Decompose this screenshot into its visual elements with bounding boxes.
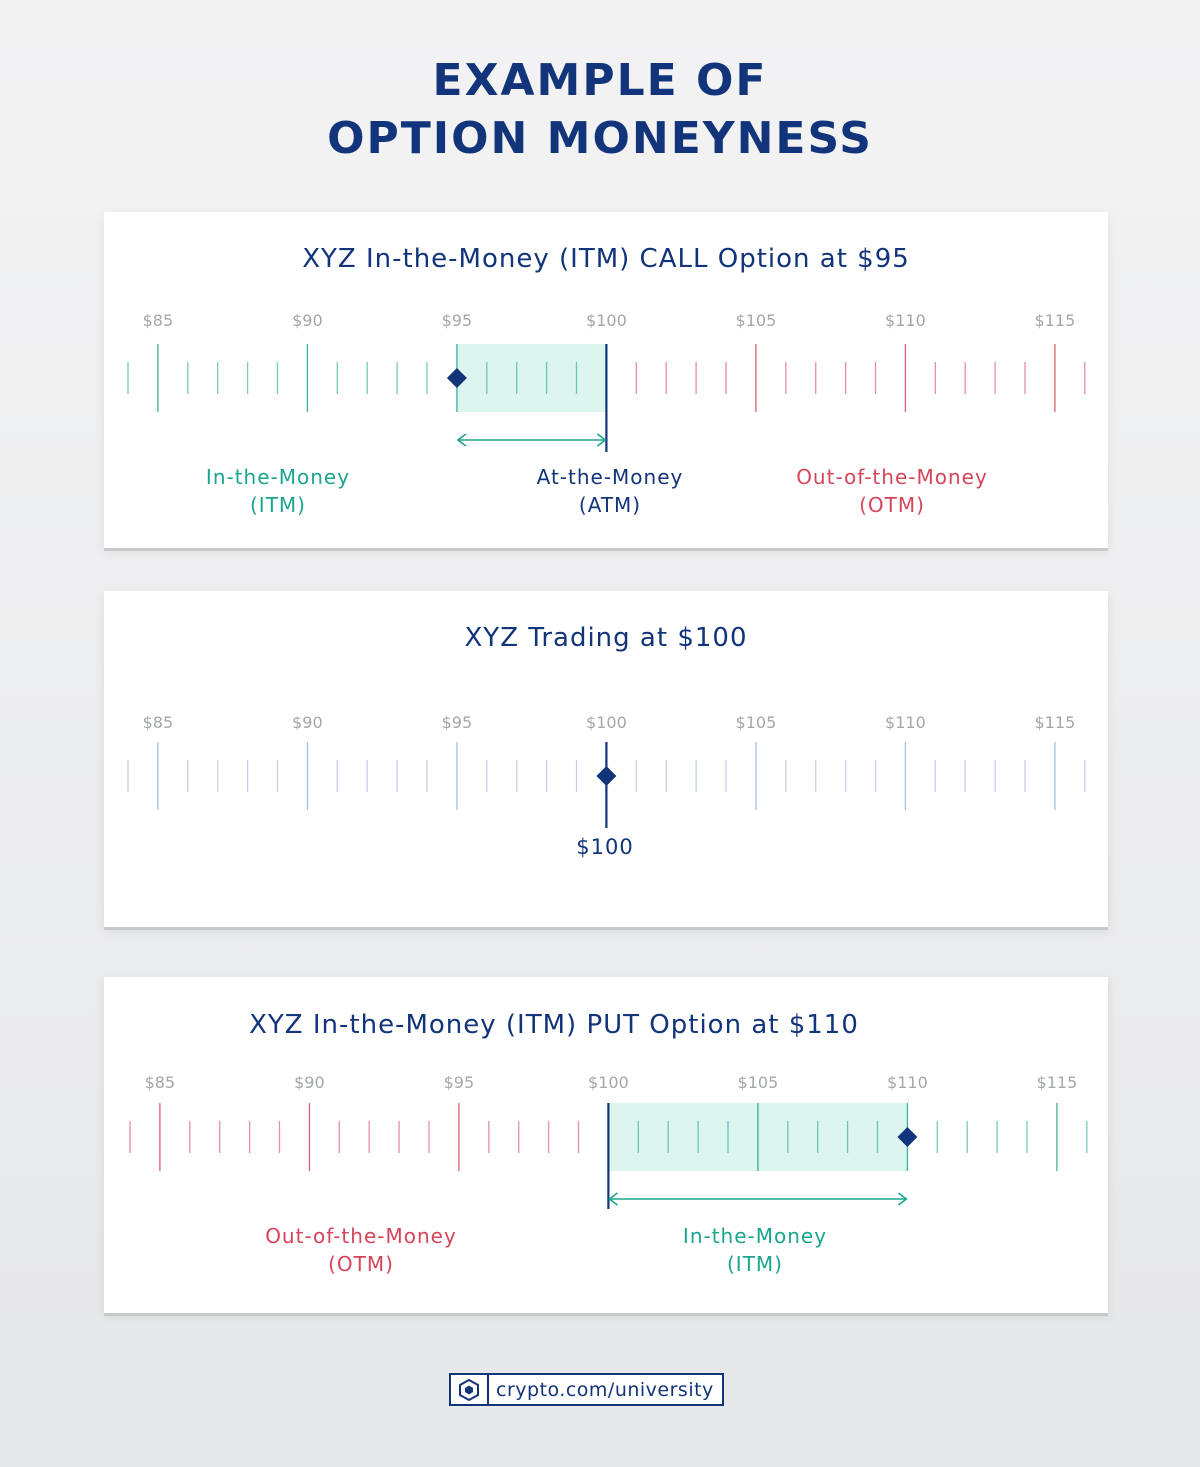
scale-tick-label: $115 (1037, 1073, 1078, 1092)
scale-tick-label: $85 (145, 1073, 176, 1092)
zone-label-otm: Out-of-the-Money (OTM) (796, 465, 988, 517)
page-title: EXAMPLE OF OPTION MONEYNESS (0, 52, 1200, 168)
zone-label-atm: At-the-Money (ATM) (536, 465, 684, 517)
trading-price-title: XYZ Trading at $100 (464, 623, 748, 653)
scale-tick-label: $95 (442, 713, 473, 732)
scale-tick-label: $85 (143, 713, 174, 732)
call-option-panel: $85 $90 $95 $100 $105 $110 $115 XYZ In-the-Mon… (104, 212, 1108, 548)
price-marker (897, 1127, 918, 1147)
scale-tick-label: $110 (885, 311, 926, 330)
range-arrow (456, 433, 607, 447)
zone-label-otm: Out-of-the-Money (OTM) (265, 1224, 457, 1276)
trading-price-marker-label: $100 (576, 835, 634, 859)
scale-tick-label: $110 (885, 713, 926, 732)
scale-tick-label: $90 (292, 311, 323, 330)
zone-label-itm: In-the-Money (ITM) (205, 465, 351, 517)
footer-url: crypto.com/university (496, 1378, 714, 1401)
scale-tick-label: $90 (294, 1073, 325, 1092)
trading-price-scale: $85 $90 $95 $100 $105 $110 $115 (127, 713, 1086, 828)
scale-tick-label: $105 (738, 1073, 779, 1092)
scale-tick-label: $100 (586, 713, 627, 732)
scale-tick-label: $100 (586, 311, 627, 330)
range-arrow (608, 1192, 908, 1206)
scale-tick-label: $95 (444, 1073, 475, 1092)
trading-price-panel: $85 $90 $95 $100 $105 $110 $115 XYZ Trading at… (104, 591, 1108, 927)
scale-tick-label: $105 (736, 311, 777, 330)
scale-tick-label: $100 (588, 1073, 629, 1092)
scale-tick-label: $110 (887, 1073, 928, 1092)
call-option-price-scale: $85 $90 $95 $100 $105 $110 $115 (127, 311, 1086, 452)
scale-tick-label: $95 (442, 311, 473, 330)
scale-tick-label: $115 (1035, 713, 1076, 732)
page-title-line-1: EXAMPLE OF (432, 55, 768, 106)
put-option-price-scale: $85 $90 $95 $100 $105 $110 $115 (129, 1073, 1088, 1209)
scale-tick-label: $105 (736, 713, 777, 732)
moneyness-highlight-zone (456, 344, 607, 412)
price-marker (596, 766, 617, 786)
put-option-title: XYZ In-the-Money (ITM) PUT Option at $11… (249, 1010, 859, 1040)
footer-link[interactable]: crypto.com/university (449, 1373, 724, 1406)
zone-label-itm: In-the-Money (ITM) (682, 1224, 828, 1276)
scale-tick-label: $90 (292, 713, 323, 732)
crypto-com-lion-shield-icon (451, 1375, 489, 1404)
put-option-panel: $85 $90 $95 $100 $105 $110 $115 XYZ In-the-Mon… (104, 977, 1108, 1313)
price-marker (446, 368, 467, 388)
scale-tick-label: $85 (143, 311, 174, 330)
page-title-line-2: OPTION MONEYNESS (327, 113, 873, 164)
scale-tick-label: $115 (1035, 311, 1076, 330)
call-option-title: XYZ In-the-Money (ITM) CALL Option at $9… (302, 244, 910, 274)
